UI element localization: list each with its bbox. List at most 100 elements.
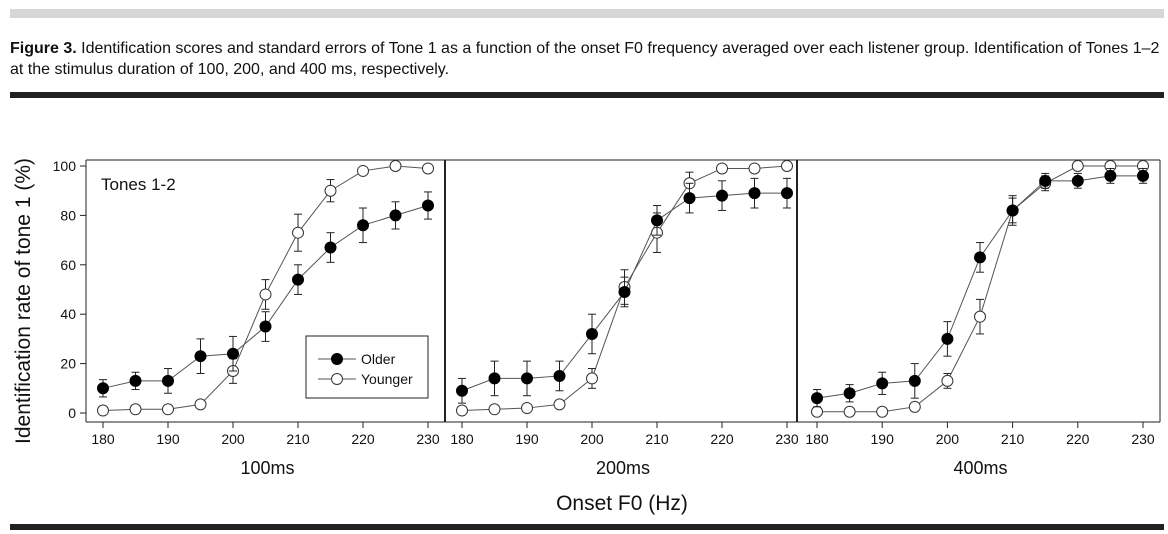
- data-point-older: [1006, 204, 1019, 217]
- panel-100ms: 180 190 200 210 220 230 100ms: [91, 160, 440, 478]
- data-point-older: [1104, 169, 1117, 182]
- data-point-older: [716, 189, 728, 202]
- data-point-older: [651, 214, 663, 227]
- data-point-younger: [456, 404, 468, 417]
- panel-200ms: 180 190 200 210 220 230 200ms: [450, 160, 799, 478]
- caption-label: Figure 3.: [10, 40, 77, 57]
- data-point-older: [811, 392, 823, 405]
- legend-label: Older: [361, 351, 396, 367]
- data-point-younger: [521, 402, 533, 415]
- data-point-younger: [129, 403, 142, 416]
- x-tick-label: 220: [710, 431, 734, 447]
- data-point-younger: [553, 398, 566, 411]
- data-point-older: [586, 327, 598, 340]
- data-point-younger: [97, 404, 109, 417]
- x-tick-label: 200: [221, 431, 245, 447]
- y-tick-label: 20: [60, 356, 76, 372]
- x-tick-label: 210: [286, 431, 310, 447]
- data-point-older: [876, 377, 889, 390]
- data-point-older: [324, 241, 337, 254]
- panel-label: 100ms: [240, 458, 294, 478]
- top-bar: [10, 9, 1164, 18]
- data-point-older: [1039, 174, 1052, 187]
- legend-label: Younger: [361, 371, 413, 387]
- data-point-older: [227, 347, 239, 360]
- data-point-younger: [1071, 160, 1084, 172]
- data-point-younger: [876, 405, 889, 418]
- data-point-younger: [422, 162, 434, 175]
- data-point-younger: [974, 310, 986, 323]
- y-axis-label: Identification rate of tone 1 (%): [12, 158, 35, 444]
- data-point-older: [488, 372, 501, 385]
- data-point-younger: [488, 403, 501, 416]
- data-point-older: [908, 374, 921, 387]
- legend-box: [305, 335, 429, 399]
- x-tick-label: 190: [156, 431, 180, 447]
- data-point-younger: [716, 162, 728, 175]
- x-tick-label: 230: [775, 431, 799, 447]
- data-point-older: [1071, 174, 1084, 187]
- data-point-older: [521, 372, 533, 385]
- data-point-older: [259, 320, 272, 333]
- top-rule: [10, 92, 1164, 98]
- x-tick-label: 210: [645, 431, 669, 447]
- data-point-older: [553, 369, 566, 382]
- data-point-younger: [748, 162, 761, 175]
- x-tick-label: 180: [450, 431, 474, 447]
- panel-label: 200ms: [596, 458, 650, 478]
- data-point-older: [162, 374, 174, 387]
- data-point-younger: [259, 288, 272, 301]
- bottom-rule: [10, 524, 1164, 530]
- data-point-older: [194, 350, 207, 363]
- data-point-older: [292, 273, 304, 286]
- data-point-older: [422, 199, 434, 212]
- series-line-older: [816, 175, 1143, 399]
- y-tick-label: 100: [53, 158, 77, 174]
- series-line-younger: [817, 165, 1143, 413]
- figure-caption: Figure 3. Identification scores and stan…: [10, 38, 1160, 80]
- data-point-older: [456, 384, 468, 397]
- y-tick-label: 0: [68, 405, 76, 421]
- data-point-younger: [843, 405, 856, 418]
- data-point-older: [683, 192, 696, 205]
- data-point-older: [97, 382, 109, 395]
- data-point-older: [941, 332, 954, 345]
- data-point-older: [129, 374, 142, 387]
- data-point-older: [389, 209, 402, 222]
- x-tick-label: 230: [416, 431, 440, 447]
- panel-400ms: 180 190 200 210 220 230 400ms: [805, 160, 1155, 478]
- data-point-younger: [357, 164, 369, 177]
- x-tick-label: 220: [1066, 431, 1090, 447]
- x-tick-label: 230: [1131, 431, 1155, 447]
- x-axis-label: Onset F0 (Hz): [556, 492, 688, 515]
- data-point-younger: [162, 403, 174, 416]
- data-point-older: [748, 187, 761, 200]
- x-tick-label: 220: [351, 431, 375, 447]
- x-tick-label: 210: [1001, 431, 1025, 447]
- data-point-older: [618, 285, 631, 298]
- x-tick-label: 200: [936, 431, 960, 447]
- legend: Older Younger: [305, 335, 429, 399]
- y-tick-label: 40: [60, 306, 76, 322]
- data-point-older: [357, 219, 369, 232]
- x-tick-label: 190: [515, 431, 539, 447]
- data-point-older: [843, 387, 856, 400]
- x-tick-label: 180: [91, 431, 115, 447]
- legend-marker-younger: [331, 373, 343, 385]
- data-point-older: [1137, 169, 1149, 182]
- data-point-younger: [194, 398, 207, 411]
- data-point-younger: [324, 184, 337, 197]
- data-point-younger: [781, 160, 793, 172]
- data-point-older: [781, 187, 793, 200]
- data-point-younger: [811, 405, 823, 418]
- data-point-younger: [389, 160, 402, 172]
- data-point-younger: [908, 400, 921, 413]
- data-point-younger: [292, 226, 304, 239]
- data-point-younger: [586, 372, 598, 385]
- y-tick-label: 60: [60, 257, 76, 273]
- x-tick-label: 180: [805, 431, 829, 447]
- y-tick-label: 80: [60, 207, 76, 223]
- legend-marker-older: [331, 353, 343, 365]
- data-point-older: [974, 251, 986, 264]
